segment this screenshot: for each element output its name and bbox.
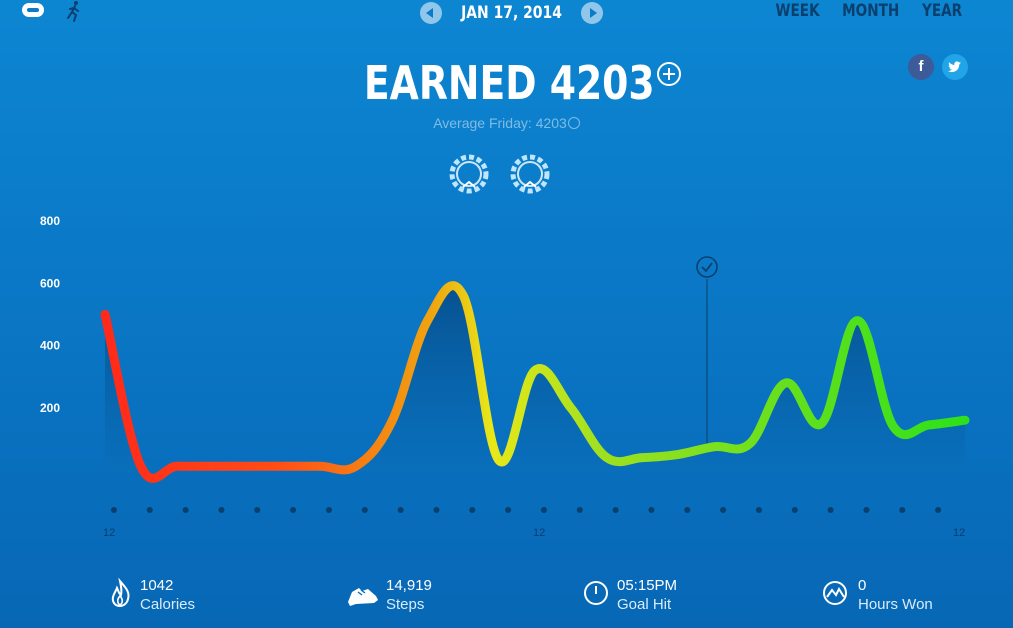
top-bar: JAN 17, 2014 WEEK MONTH YEAR xyxy=(0,0,1013,30)
hour-dot[interactable] xyxy=(397,507,404,513)
fuel-activity-chart: 800 600 400 200 12 12 12 xyxy=(40,214,970,539)
hour-dot[interactable] xyxy=(110,507,117,513)
hour-dot[interactable] xyxy=(791,507,798,513)
hour-dot[interactable] xyxy=(827,507,834,513)
hour-dot[interactable] xyxy=(684,507,691,513)
twitter-share-button[interactable] xyxy=(942,54,968,80)
activity-line xyxy=(100,281,970,483)
hour-dot[interactable] xyxy=(612,507,619,513)
steps-label: Steps xyxy=(386,596,425,613)
fuel-points-icon xyxy=(656,62,681,86)
clock-icon xyxy=(584,581,608,605)
hour-dot[interactable] xyxy=(361,507,368,513)
shoe-icon xyxy=(348,588,378,606)
twitter-icon xyxy=(948,61,961,73)
y-tick-label: 200 xyxy=(40,401,60,415)
hour-dot[interactable] xyxy=(755,507,762,513)
hour-dot[interactable] xyxy=(505,507,512,513)
hours-won-label: Hours Won xyxy=(858,596,933,613)
goal-check-icon[interactable] xyxy=(696,256,718,278)
average-day-text: Average Friday: 4203 xyxy=(0,115,1013,131)
y-tick-label: 600 xyxy=(40,276,60,290)
next-day-button[interactable] xyxy=(580,2,603,24)
hour-dot[interactable] xyxy=(540,507,547,513)
average-label: Average Friday: 4203 xyxy=(433,115,567,131)
goal-hit-label: Goal Hit xyxy=(617,596,672,613)
hour-dot[interactable] xyxy=(899,507,906,513)
previous-day-button[interactable] xyxy=(420,2,442,24)
hour-dot[interactable] xyxy=(863,507,870,513)
fuelband-icon[interactable] xyxy=(22,3,44,17)
fuel-earned-headline: EARNED 4203 xyxy=(0,56,1013,110)
calories-value: 1042 xyxy=(140,577,174,594)
fuel-points-small-icon xyxy=(567,117,580,129)
date-navigator: JAN 17, 2014 xyxy=(420,0,603,26)
activity-area xyxy=(105,285,965,479)
current-date: JAN 17, 2014 xyxy=(461,3,562,23)
y-tick-label: 800 xyxy=(40,214,60,228)
hour-dot[interactable] xyxy=(218,507,225,513)
x-tick-label: 12 xyxy=(533,527,545,539)
hour-dot[interactable] xyxy=(182,507,189,513)
fuel-earned-value: EARNED 4203 xyxy=(364,56,655,110)
x-tick-label: 12 xyxy=(103,527,115,539)
hour-dot[interactable] xyxy=(433,507,440,513)
goal-hit-value: 05:15PM xyxy=(617,577,678,594)
hour-dot[interactable] xyxy=(935,507,942,513)
steps-value: 14,919 xyxy=(386,577,432,594)
flame-icon xyxy=(111,578,130,608)
hours-won-icon xyxy=(823,581,847,605)
x-tick-label: 12 xyxy=(953,527,965,539)
hour-dot[interactable] xyxy=(469,507,476,513)
session-ring-icon[interactable] xyxy=(507,151,553,197)
tab-week[interactable]: WEEK xyxy=(775,1,820,21)
hours-won-value: 0 xyxy=(858,577,867,594)
session-ring-icon[interactable] xyxy=(446,151,492,197)
hour-dot[interactable] xyxy=(290,507,297,513)
runner-icon[interactable] xyxy=(62,0,84,22)
y-tick-label: 400 xyxy=(40,339,60,353)
hour-dot[interactable] xyxy=(720,507,727,513)
hour-dot[interactable] xyxy=(146,507,153,513)
period-tabs: WEEK MONTH YEAR xyxy=(770,1,967,21)
calories-label: Calories xyxy=(140,596,196,613)
tab-month[interactable]: MONTH xyxy=(842,1,900,21)
hour-dot[interactable] xyxy=(254,507,261,513)
tab-year[interactable]: YEAR xyxy=(921,1,962,21)
hour-dot[interactable] xyxy=(325,507,332,513)
facebook-share-button[interactable]: f xyxy=(908,54,934,80)
hour-dot[interactable] xyxy=(576,507,583,513)
hour-dot[interactable] xyxy=(648,507,655,513)
